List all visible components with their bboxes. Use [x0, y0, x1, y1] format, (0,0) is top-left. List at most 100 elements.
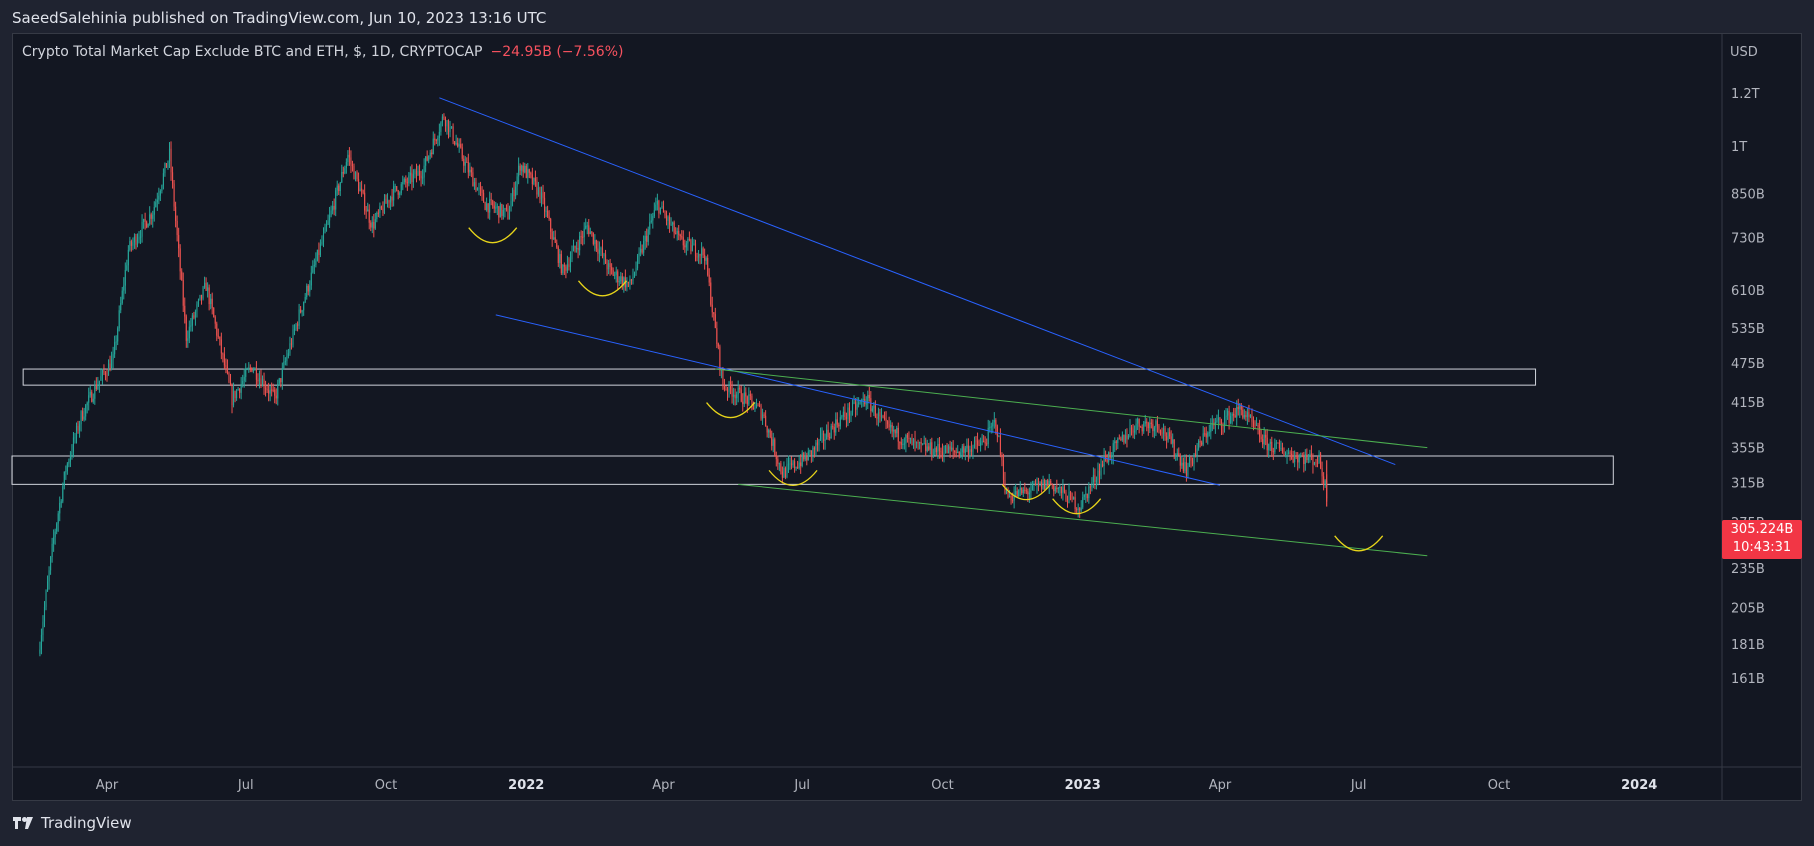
candle-body: [382, 208, 384, 214]
candle-body: [225, 365, 227, 367]
candle-body: [254, 368, 256, 371]
candle-body: [641, 248, 643, 253]
candle-body: [373, 222, 375, 229]
candle-body: [656, 200, 658, 205]
candle-body: [723, 385, 726, 390]
candle-body: [912, 439, 915, 446]
candle-body: [826, 429, 828, 440]
candle-body: [1109, 452, 1111, 458]
candle-body: [329, 215, 331, 221]
candle-body: [547, 210, 549, 217]
candle-body: [952, 447, 954, 451]
candle-body: [1307, 457, 1309, 461]
candle-body: [530, 172, 532, 175]
candle-body: [1034, 483, 1037, 485]
candle-body: [168, 148, 171, 162]
candle-body: [859, 401, 861, 403]
candle-body: [1234, 415, 1236, 418]
candle-body: [249, 367, 251, 369]
candle-body: [1242, 409, 1244, 418]
candle-body: [1259, 426, 1261, 437]
candle-body: [970, 449, 972, 452]
candle-body: [1150, 422, 1152, 425]
candle-body: [1112, 443, 1114, 457]
candle-body: [583, 228, 585, 238]
candle-body: [783, 468, 785, 478]
candle-body: [1037, 483, 1040, 485]
time-axis-label: Jul: [793, 778, 810, 793]
candle-body: [609, 263, 611, 268]
candle-body: [580, 236, 582, 238]
candle-body: [1083, 494, 1085, 498]
support-arc[interactable]: [1334, 535, 1384, 552]
candle-body: [548, 216, 550, 220]
support-arc[interactable]: [706, 402, 756, 419]
candle-body: [728, 381, 730, 393]
candle-body: [127, 249, 129, 266]
support-arc[interactable]: [468, 227, 518, 244]
candle-body: [1054, 487, 1056, 492]
candle-body: [194, 311, 196, 318]
candle-body: [1050, 480, 1052, 484]
candle-body: [515, 186, 517, 197]
candle-body: [902, 444, 904, 446]
candle-body: [816, 442, 819, 446]
trend-line-green[interactable]: [738, 483, 1428, 557]
candle-body: [618, 281, 620, 283]
candle-body: [604, 254, 607, 264]
candle-body: [466, 161, 468, 163]
candle-body: [1300, 456, 1302, 458]
candle-body: [124, 269, 126, 286]
candle-body: [1207, 432, 1209, 438]
candle-body: [748, 394, 750, 405]
candle-body: [112, 354, 114, 360]
sr-zone-box[interactable]: [22, 368, 1537, 386]
support-arc[interactable]: [577, 280, 627, 297]
support-arc[interactable]: [768, 469, 818, 486]
candle-body: [268, 390, 270, 394]
candle-body: [1190, 456, 1192, 461]
candle-body: [833, 427, 835, 433]
candle-body: [57, 513, 59, 524]
candle-body: [601, 248, 604, 257]
candle-body: [890, 424, 892, 428]
candle-body: [484, 202, 486, 210]
candle-body: [79, 424, 81, 431]
chart-pane[interactable]: [12, 33, 1802, 801]
candle-body: [1265, 434, 1267, 438]
candle-body: [365, 210, 367, 212]
candle-body: [690, 239, 692, 252]
candle-body: [589, 231, 591, 235]
trend-line-blue[interactable]: [495, 314, 1221, 486]
trend-line-blue[interactable]: [439, 97, 1396, 466]
candle-body: [325, 224, 328, 227]
candle-body: [1028, 492, 1030, 495]
candle-body: [1295, 455, 1297, 457]
candle-body: [126, 265, 128, 270]
candle-body: [92, 398, 94, 402]
candle-body: [926, 446, 928, 451]
candle-body: [245, 369, 247, 377]
candle-body: [681, 236, 683, 238]
symbol-legend[interactable]: Crypto Total Market Cap Exclude BTC and …: [22, 44, 623, 60]
support-arc[interactable]: [1052, 498, 1102, 515]
candle-body: [531, 174, 533, 185]
candle-body: [63, 471, 65, 487]
price-change: −24.95B (−7.56%): [490, 44, 624, 60]
candle-body: [1260, 436, 1262, 440]
candle-body: [1205, 433, 1207, 438]
candle-body: [1134, 430, 1136, 433]
candle-body: [42, 621, 44, 635]
candle-body: [795, 467, 797, 469]
candle-body: [1249, 415, 1251, 417]
candle-body: [351, 164, 354, 167]
candle-body: [905, 435, 907, 444]
trend-line-green[interactable]: [715, 368, 1428, 449]
candle-body: [342, 171, 344, 174]
candle-body: [893, 429, 895, 432]
candle-body: [374, 219, 376, 229]
candle-body: [996, 426, 998, 437]
tradingview-footer[interactable]: TradingView: [12, 814, 132, 832]
support-arc[interactable]: [1001, 484, 1051, 501]
